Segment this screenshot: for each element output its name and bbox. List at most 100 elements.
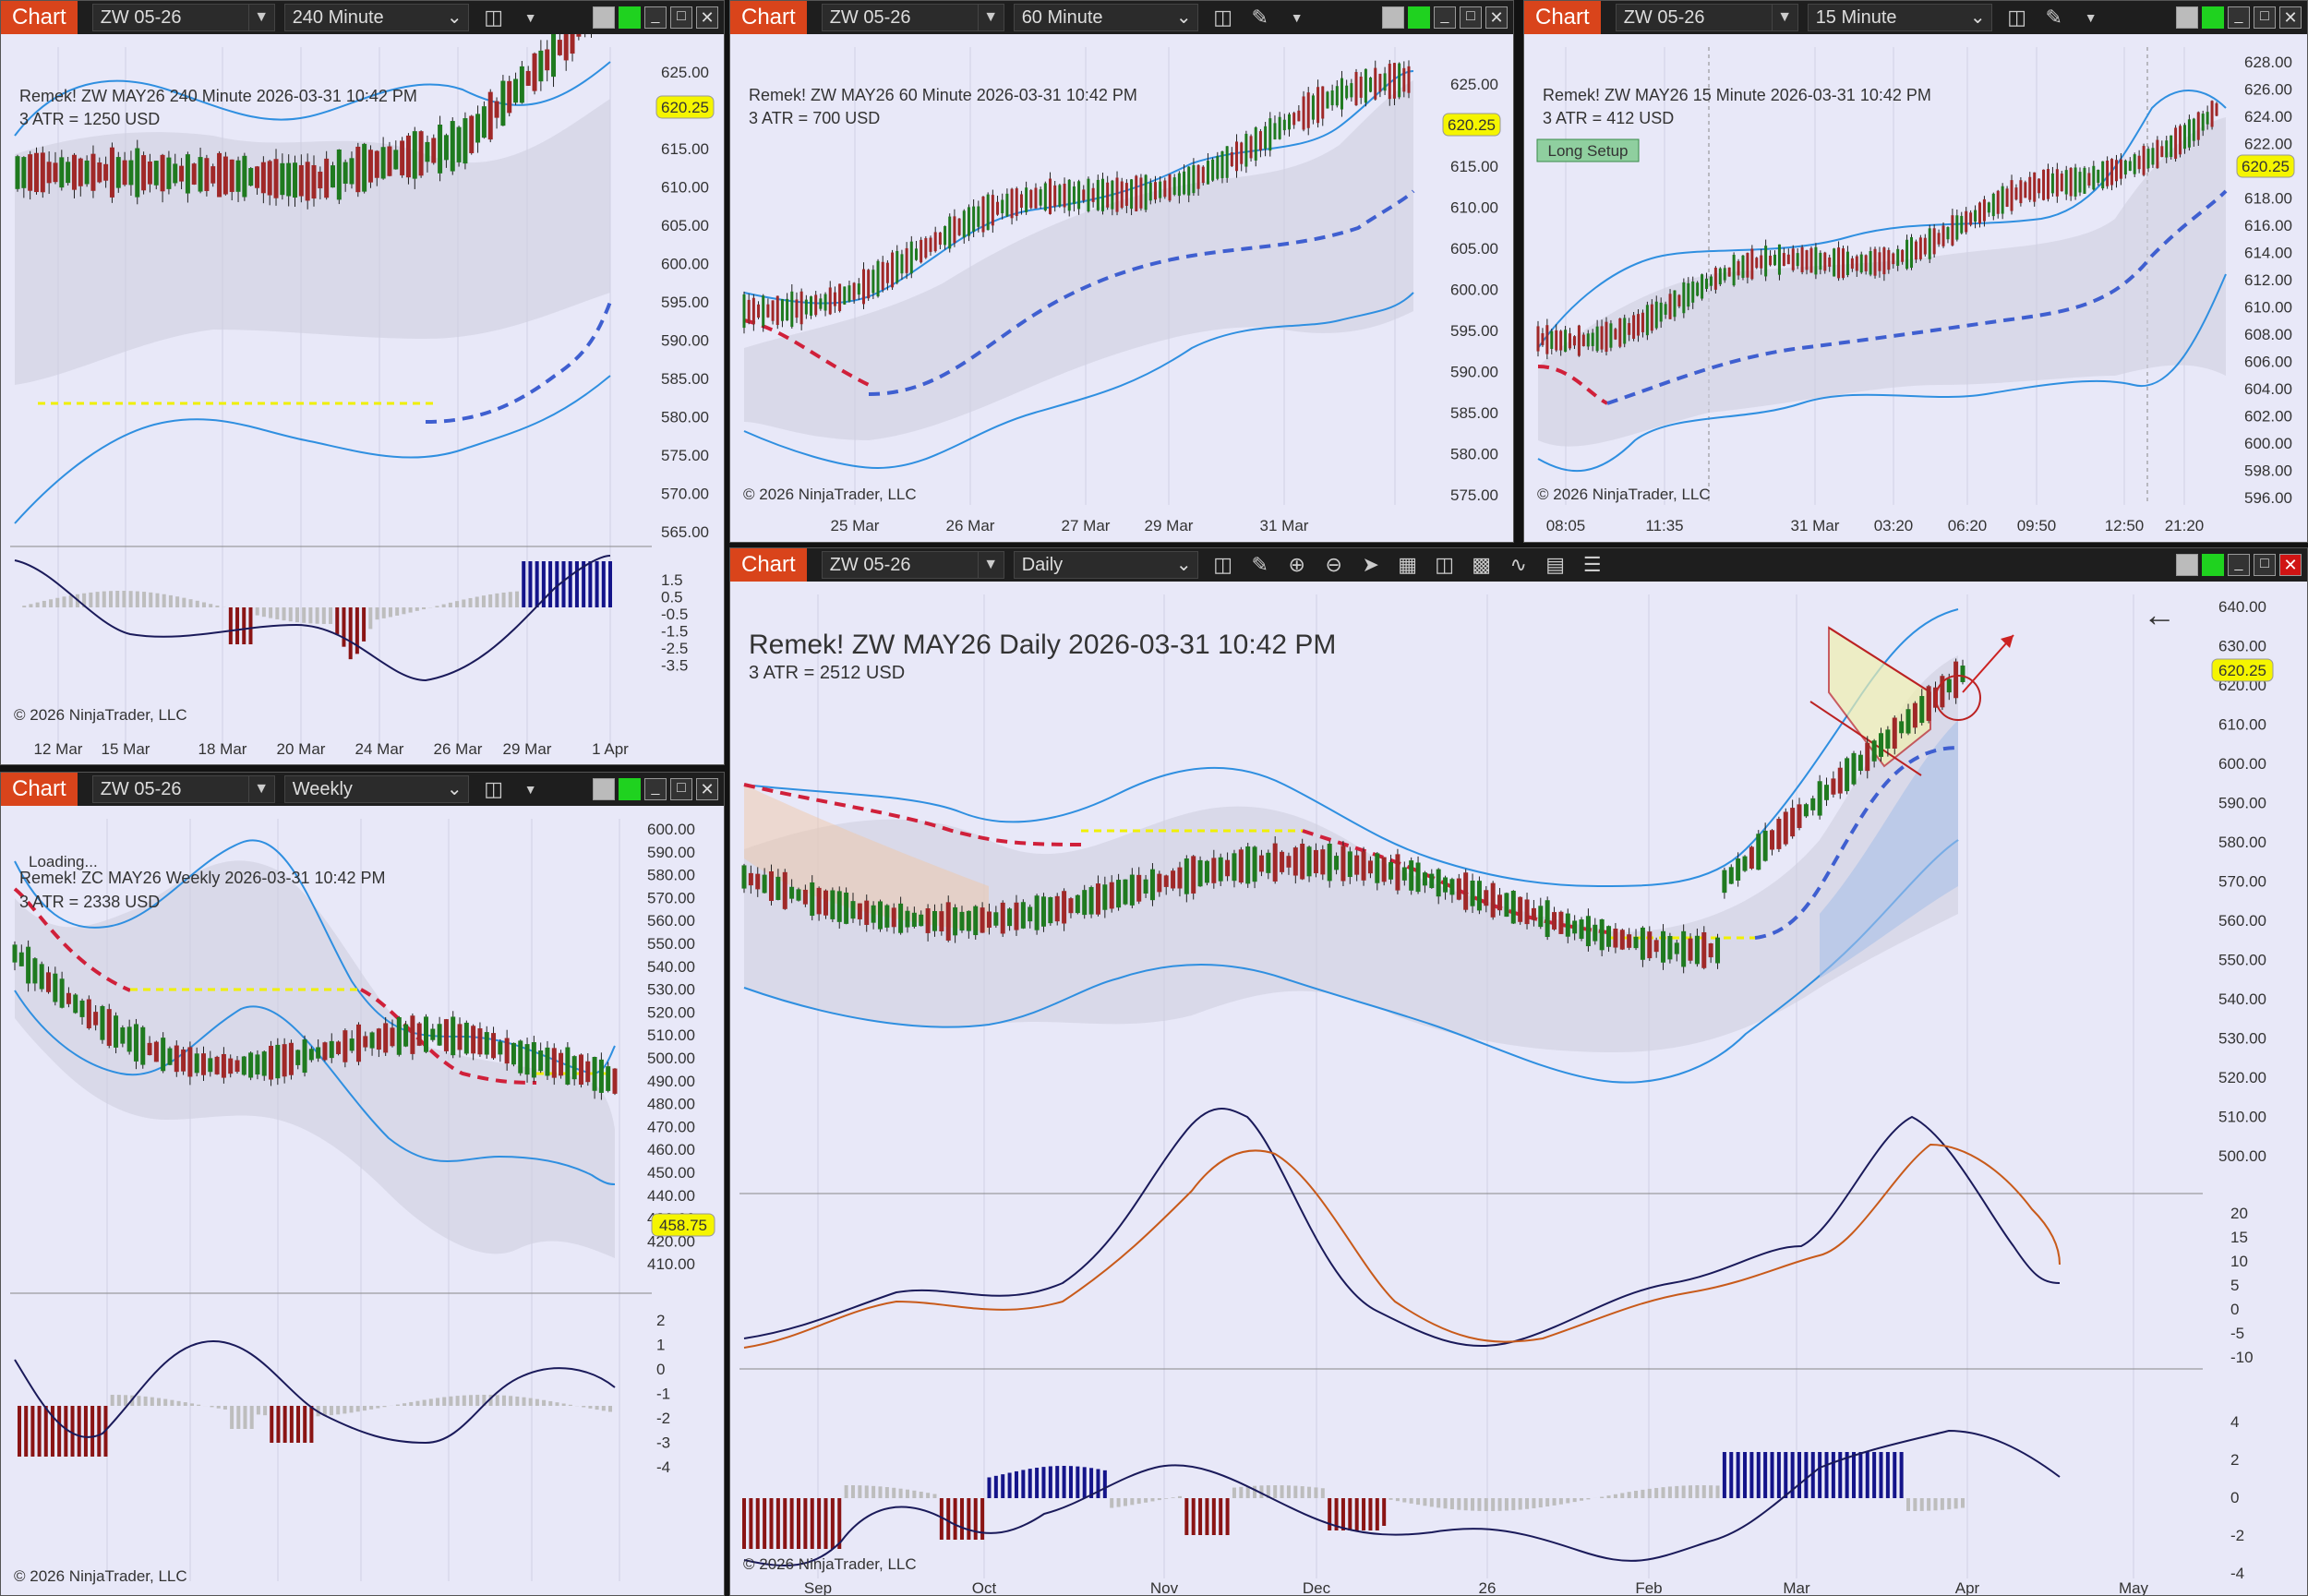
chart-menu-button[interactable]: Chart	[1, 773, 78, 806]
maximize-icon[interactable]: □	[2254, 6, 2276, 29]
chevron-down-icon[interactable]: ▼	[1772, 4, 1798, 31]
interval-selector[interactable]: 60 Minute ⌄	[1013, 4, 1198, 31]
histogram-bar	[1423, 1498, 1427, 1506]
instrument-selector[interactable]: ZW 05-26	[821, 4, 979, 31]
maximize-icon[interactable]: □	[670, 6, 692, 29]
candle-body	[1067, 179, 1071, 211]
minimize-icon[interactable]: _	[2228, 6, 2250, 29]
drawing-tool-icon[interactable]: ✎	[1251, 6, 1268, 29]
bars-type-icon[interactable]: ◫	[1213, 553, 1233, 576]
candle-body	[559, 1052, 564, 1076]
connection-status-button[interactable]	[2202, 6, 2224, 29]
candle-body	[228, 1058, 234, 1074]
back-arrow-icon[interactable]: ←	[2143, 595, 2176, 633]
candle-body	[210, 166, 216, 184]
dropdown-arrow-icon[interactable]: ▼	[523, 782, 537, 797]
bars-type-icon[interactable]: ◫	[484, 777, 504, 800]
candle-body	[1600, 326, 1604, 350]
link-color-button[interactable]	[2176, 554, 2198, 576]
candle-body	[491, 1033, 497, 1059]
zoom-in-icon[interactable]: ⊕	[1288, 553, 1305, 576]
histogram-bar	[1736, 1452, 1740, 1498]
candle-body	[1837, 247, 1841, 279]
connection-status-button[interactable]	[619, 6, 641, 29]
interval-selector[interactable]: 240 Minute ⌄	[283, 4, 469, 31]
close-icon[interactable]: ✕	[2279, 6, 2302, 29]
close-icon[interactable]: ✕	[696, 778, 718, 800]
connection-status-button[interactable]	[619, 778, 641, 800]
candle-body	[790, 291, 794, 328]
chevron-down-icon[interactable]: ▼	[978, 551, 1004, 579]
drawing-tool-icon[interactable]: ✎	[1251, 553, 1268, 576]
histogram-bar	[1286, 1485, 1291, 1498]
histogram-bar	[864, 1485, 869, 1498]
minimize-icon[interactable]: _	[644, 778, 667, 800]
y-tick-label: 595.00	[1450, 322, 1498, 340]
chevron-down-icon[interactable]: ▼	[978, 4, 1004, 31]
histogram-bar	[1484, 1498, 1488, 1511]
zoom-out-icon[interactable]: ⊖	[1325, 553, 1342, 576]
histogram-bar	[142, 592, 147, 607]
candle-body	[2038, 178, 2041, 194]
link-color-button[interactable]	[2176, 6, 2198, 29]
chevron-down-icon[interactable]: ▼	[248, 775, 275, 803]
dropdown-arrow-icon[interactable]: ▼	[1290, 10, 1304, 25]
chart-menu-button[interactable]: Chart	[730, 548, 807, 582]
chevron-down-icon[interactable]: ▼	[248, 4, 275, 31]
candle-body	[1225, 859, 1231, 877]
candle-body	[967, 207, 970, 236]
link-color-button[interactable]	[593, 778, 615, 800]
data-box-icon[interactable]: ▦	[1398, 553, 1418, 576]
maximize-icon[interactable]: □	[2254, 554, 2276, 576]
instrument-selector[interactable]: ZW 05-26	[91, 775, 249, 803]
chart-menu-button[interactable]: Chart	[1, 1, 78, 34]
close-icon[interactable]: ✕	[696, 6, 718, 29]
bars-type-icon[interactable]: ◫	[2007, 6, 2027, 29]
interval-selector[interactable]: Daily ⌄	[1013, 551, 1198, 579]
link-color-button[interactable]	[593, 6, 615, 29]
candle-body	[1842, 248, 1845, 279]
drawing-tool-icon[interactable]: ✎	[2045, 6, 2062, 29]
bars-type-icon[interactable]: ◫	[1213, 6, 1233, 29]
close-icon[interactable]: ✕	[2279, 554, 2302, 576]
candle-body	[2146, 149, 2150, 169]
minimize-icon[interactable]: _	[644, 6, 667, 29]
candle-body	[1953, 661, 1959, 699]
instrument-selector[interactable]: ZW 05-26	[1615, 4, 1773, 31]
histogram-bar	[1763, 1452, 1768, 1498]
histogram-bar	[296, 1406, 301, 1443]
interval-selector[interactable]: 15 Minute ⌄	[1807, 4, 1992, 31]
connection-status-button[interactable]	[1408, 6, 1430, 29]
indicators-icon[interactable]: ▩	[1472, 553, 1492, 576]
bars-type-icon[interactable]: ◫	[484, 6, 504, 29]
candle-body	[1072, 186, 1076, 204]
minimize-icon[interactable]: _	[1434, 6, 1456, 29]
candle-body	[1914, 241, 1917, 260]
histogram-bar	[395, 607, 400, 616]
y-tick-label: 1	[656, 1337, 665, 1354]
maximize-icon[interactable]: □	[1460, 6, 1482, 29]
candle-body	[140, 1026, 146, 1065]
connection-status-button[interactable]	[2202, 554, 2224, 576]
dropdown-arrow-icon[interactable]: ▼	[2084, 10, 2098, 25]
candle-body	[1960, 666, 1965, 682]
strategies-icon[interactable]: ∿	[1509, 553, 1527, 576]
chart-menu-button[interactable]: Chart	[730, 1, 807, 34]
instrument-selector[interactable]: ZW 05-26	[821, 551, 979, 579]
interval-selector[interactable]: Weekly ⌄	[283, 775, 469, 803]
maximize-icon[interactable]: □	[670, 778, 692, 800]
pointer-icon[interactable]: ➤	[1362, 553, 1379, 576]
dropdown-arrow-icon[interactable]: ▼	[523, 10, 537, 25]
histogram-bar	[1388, 1498, 1393, 1500]
close-icon[interactable]: ✕	[1485, 6, 1508, 29]
link-color-button[interactable]	[1382, 6, 1404, 29]
template-icon[interactable]: ◫	[1435, 553, 1455, 576]
properties-icon[interactable]: ▤	[1545, 553, 1566, 576]
chart-menu-button[interactable]: Chart	[1524, 1, 1601, 34]
y-tick-label: 480.00	[647, 1096, 695, 1113]
list-icon[interactable]: ☰	[1582, 553, 1602, 576]
instrument-selector[interactable]: ZW 05-26	[91, 4, 249, 31]
ma-dash-red	[1537, 365, 1608, 405]
candle-body	[1845, 758, 1850, 792]
minimize-icon[interactable]: _	[2228, 554, 2250, 576]
